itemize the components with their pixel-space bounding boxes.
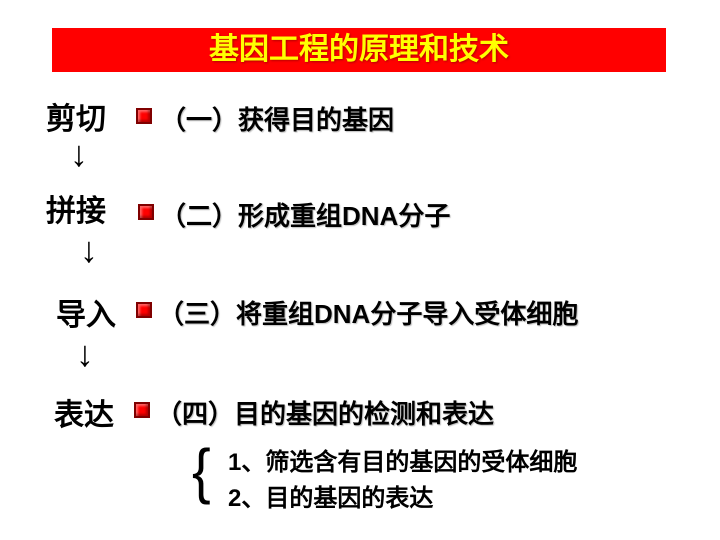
left-step-2: 导入 (56, 290, 116, 334)
sub-item-1: 2、目的基因的表达 (228, 478, 433, 513)
bullet-icon-3 (134, 402, 150, 418)
left-step-1: 拼接 (46, 186, 106, 230)
bullet-icon-1 (138, 204, 154, 220)
sub-item-0: 1、筛选含有目的基因的受体细胞 (228, 442, 577, 477)
title-bar: 基因工程的原理和技术 (52, 28, 666, 72)
down-arrow-2: ↓ (76, 336, 94, 372)
left-step-3: 表达 (54, 390, 114, 434)
step-text-1: （二）形成重组DNA分子 (160, 196, 450, 233)
step-text-0: （一）获得目的基因 (160, 100, 394, 137)
bullet-icon-0 (136, 108, 152, 124)
step-text-2: （三）将重组DNA分子导入受体细胞 (158, 294, 578, 331)
step-text-3: （四）目的基因的检测和表达 (156, 394, 494, 431)
down-arrow-0: ↓ (70, 136, 88, 172)
left-step-0: 剪切 (46, 94, 106, 138)
bullet-icon-2 (136, 302, 152, 318)
brace: { (192, 440, 211, 502)
down-arrow-1: ↓ (80, 232, 98, 268)
